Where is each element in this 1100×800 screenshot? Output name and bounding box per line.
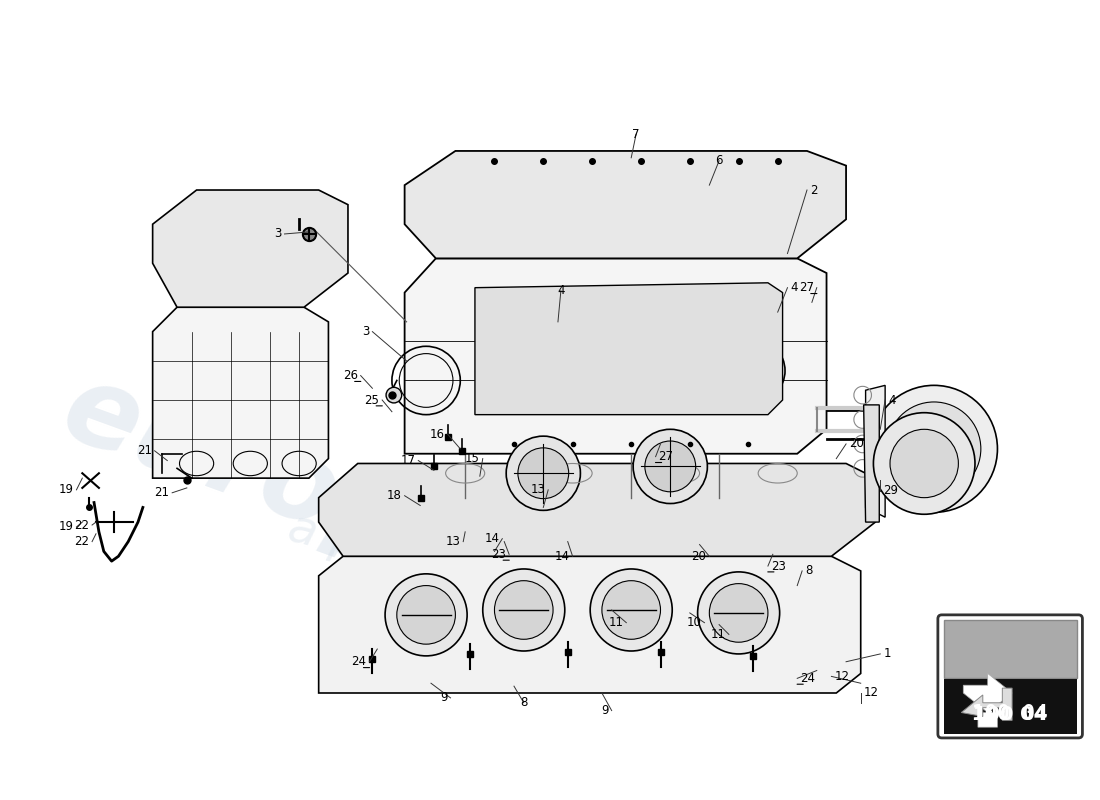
Text: 27: 27 [659, 450, 673, 463]
Text: 13: 13 [530, 483, 546, 496]
Circle shape [634, 430, 707, 503]
Text: 9: 9 [602, 704, 608, 717]
Circle shape [887, 402, 981, 496]
Circle shape [602, 581, 660, 639]
Circle shape [645, 441, 695, 492]
Text: 19: 19 [58, 521, 74, 534]
Circle shape [483, 569, 564, 651]
Text: 13: 13 [446, 535, 460, 548]
Polygon shape [866, 386, 886, 517]
Text: 20: 20 [692, 550, 706, 562]
Text: 1: 1 [883, 647, 891, 661]
Text: 21: 21 [154, 486, 169, 499]
Polygon shape [153, 190, 348, 307]
Text: 26: 26 [343, 369, 358, 382]
Text: 9: 9 [440, 691, 448, 704]
Circle shape [890, 430, 958, 498]
Bar [944, 620, 1077, 678]
Text: 15: 15 [465, 452, 480, 465]
Text: 14: 14 [554, 550, 570, 562]
Circle shape [697, 572, 780, 654]
Text: 10: 10 [686, 616, 702, 629]
Polygon shape [961, 688, 1012, 720]
Text: 7: 7 [632, 128, 640, 141]
Text: 17: 17 [400, 454, 416, 467]
Text: 2: 2 [810, 183, 817, 197]
Text: 4: 4 [888, 394, 895, 406]
Bar [944, 679, 1077, 734]
Circle shape [397, 586, 455, 644]
Text: 100 04: 100 04 [972, 703, 1048, 723]
Polygon shape [319, 463, 876, 556]
Text: 8: 8 [520, 696, 528, 710]
Text: 3: 3 [362, 325, 370, 338]
Text: 23: 23 [771, 559, 785, 573]
Polygon shape [153, 307, 329, 478]
Text: 23: 23 [492, 548, 506, 561]
Polygon shape [864, 405, 879, 522]
Circle shape [591, 569, 672, 651]
FancyBboxPatch shape [946, 622, 1074, 678]
Circle shape [495, 581, 553, 639]
Text: 21: 21 [136, 444, 152, 458]
Circle shape [518, 448, 569, 498]
Text: a passion: a passion [283, 506, 510, 607]
Text: 3: 3 [274, 227, 282, 241]
Text: 11: 11 [608, 616, 624, 629]
Text: 22: 22 [74, 518, 89, 531]
Text: europs: europs [48, 354, 491, 602]
Polygon shape [405, 258, 826, 454]
Text: 4: 4 [557, 284, 564, 297]
Circle shape [710, 584, 768, 642]
Text: 16: 16 [430, 428, 444, 441]
Text: 6: 6 [715, 154, 723, 167]
Ellipse shape [386, 387, 402, 403]
Polygon shape [475, 283, 782, 414]
Text: 24: 24 [800, 672, 815, 685]
Text: 19: 19 [58, 483, 74, 496]
Text: 29: 29 [883, 484, 899, 498]
Polygon shape [964, 674, 1012, 727]
Polygon shape [405, 151, 846, 258]
FancyBboxPatch shape [938, 615, 1082, 738]
Polygon shape [319, 556, 860, 693]
Text: 11: 11 [711, 628, 726, 641]
Text: 18: 18 [387, 490, 402, 502]
Text: 27: 27 [799, 281, 814, 294]
Text: 8: 8 [805, 565, 813, 578]
Text: 12: 12 [864, 686, 879, 699]
Text: 100 04: 100 04 [974, 705, 1047, 724]
Circle shape [870, 386, 998, 512]
Bar [946, 678, 1074, 732]
Text: 25: 25 [364, 394, 380, 406]
FancyBboxPatch shape [940, 617, 1078, 735]
Text: 14: 14 [484, 532, 499, 545]
Circle shape [506, 436, 581, 510]
Text: 4: 4 [791, 281, 798, 294]
Text: 24: 24 [352, 655, 366, 668]
Text: 22: 22 [74, 535, 89, 548]
Circle shape [873, 413, 975, 514]
Text: 12: 12 [834, 670, 849, 683]
Circle shape [385, 574, 468, 656]
Text: 20: 20 [849, 438, 864, 450]
